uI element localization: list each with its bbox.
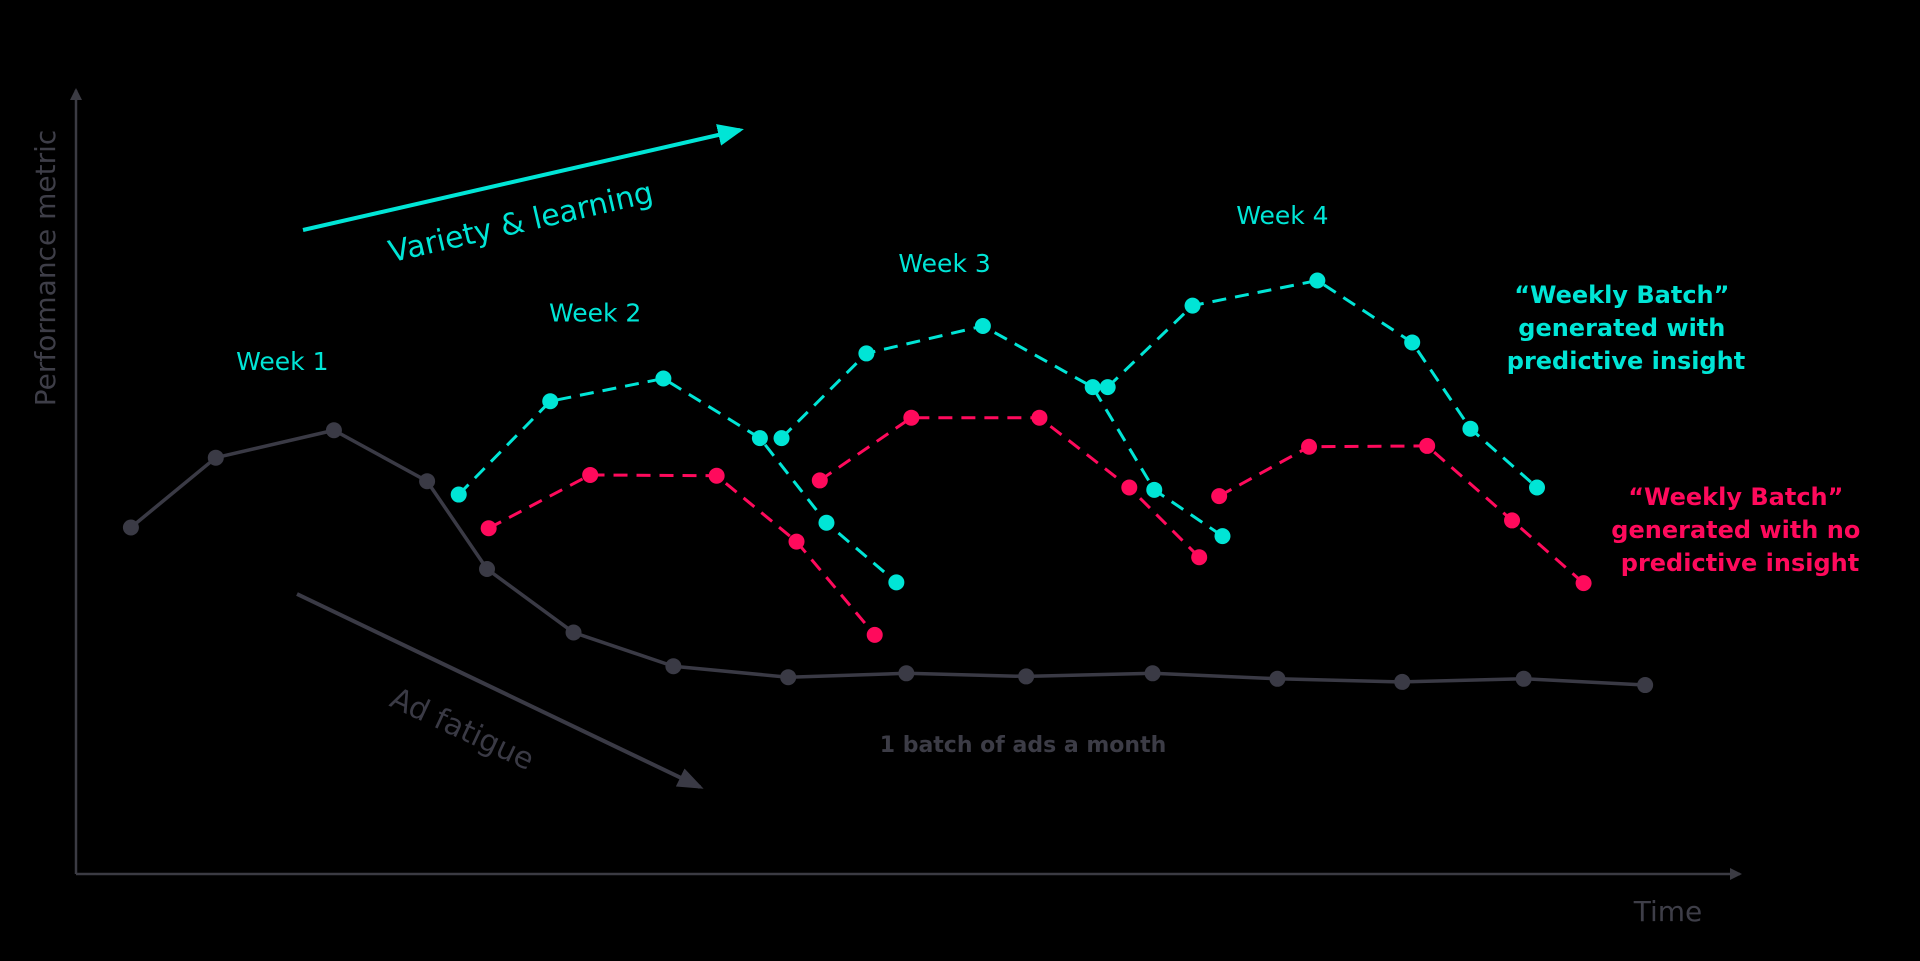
- predictive-legend-line-1: “Weekly Batch”: [1514, 281, 1729, 309]
- variety-learning-label: Variety & learning: [385, 175, 656, 270]
- predictive-point: [858, 345, 875, 362]
- predictive-point: [1084, 379, 1101, 396]
- predictive-point: [888, 574, 905, 591]
- monthly-point: [479, 561, 496, 578]
- predictive-legend-line-2: generated with: [1518, 314, 1725, 342]
- no_predictive-segment-2: [811, 409, 1208, 566]
- monthly-point: [1144, 665, 1161, 682]
- ad-fatigue-label: Ad fatigue: [385, 681, 539, 778]
- monthly-point: [122, 519, 139, 536]
- monthly-point: [419, 473, 436, 490]
- predictive-point: [1528, 479, 1545, 496]
- no_predictive-segment-3: [1211, 437, 1592, 592]
- week-label-3: Week 3: [898, 249, 990, 278]
- monthly-point: [1515, 670, 1532, 687]
- predictive-point: [1214, 528, 1231, 545]
- no-predictive-legend-line-3: predictive insight: [1621, 549, 1859, 577]
- predictive-point: [1462, 420, 1479, 437]
- predictive-segment-2: [773, 317, 1231, 545]
- no_predictive-point: [1301, 438, 1318, 455]
- no_predictive-point: [811, 472, 828, 489]
- no_predictive-point: [1191, 549, 1208, 566]
- variety-arrow: [302, 124, 744, 232]
- monthly-point: [780, 669, 797, 686]
- predictive-point: [1146, 481, 1163, 498]
- week-label-4: Week 4: [1236, 201, 1328, 230]
- predictive-point: [1099, 379, 1116, 396]
- week-label-2: Week 2: [549, 298, 641, 327]
- no_predictive-line: [818, 416, 1201, 559]
- predictive-point: [773, 430, 790, 447]
- monthly-point: [1269, 670, 1286, 687]
- predictive-legend-line-3: predictive insight: [1507, 347, 1745, 375]
- predictive-line: [457, 377, 898, 584]
- monthly-point: [898, 665, 915, 682]
- no_predictive-point: [866, 626, 883, 643]
- predictive-point: [655, 370, 672, 387]
- predictive-point: [974, 317, 991, 334]
- predictive-point: [1404, 334, 1421, 351]
- no-predictive-legend: “Weekly Batch” generated with no predict…: [1611, 483, 1868, 577]
- predictive-legend: “Weekly Batch” generated with predictive…: [1507, 281, 1745, 375]
- week-labels: Week 1 Week 2 Week 3 Week 4: [236, 201, 1328, 376]
- no_predictive-point: [582, 466, 599, 483]
- fatigue-arrow: [296, 592, 704, 789]
- no_predictive-point: [1504, 512, 1521, 529]
- y-axis-label: Performance metric: [29, 130, 62, 407]
- predictive-line: [780, 324, 1224, 538]
- no_predictive-point: [1211, 488, 1228, 505]
- week-label-1: Week 1: [236, 347, 328, 376]
- monthly-point: [325, 422, 342, 439]
- no_predictive-point: [1575, 575, 1592, 592]
- monthly-batch-label: 1 batch of ads a month: [880, 733, 1167, 758]
- monthly-point: [1637, 677, 1654, 694]
- no-predictive-legend-line-2: generated with no: [1611, 516, 1860, 544]
- monthly-point: [207, 449, 224, 466]
- no_predictive-point: [708, 467, 725, 484]
- no_predictive-segment-1: [480, 466, 883, 643]
- monthly-point: [1394, 673, 1411, 690]
- monthly-segment-1: [122, 422, 1654, 694]
- predictive-point: [1184, 297, 1201, 314]
- no_predictive-point: [903, 409, 920, 426]
- predictive-segment-3: [1099, 272, 1545, 496]
- no_predictive-point: [788, 533, 805, 550]
- monthly-point: [665, 658, 682, 675]
- monthly-line: [129, 428, 1646, 687]
- x-axis-label: Time: [1633, 895, 1703, 928]
- predictive-point: [1309, 272, 1326, 289]
- predictive-point: [542, 393, 559, 410]
- predictive-line: [1106, 279, 1538, 489]
- no_predictive-line: [1218, 444, 1585, 585]
- series-layer: [122, 272, 1654, 694]
- no_predictive-point: [1031, 409, 1048, 426]
- no_predictive-point: [1419, 437, 1436, 454]
- predictive-point: [450, 486, 467, 503]
- monthly-point: [565, 624, 582, 641]
- predictive-point: [751, 430, 768, 447]
- no-predictive-legend-line-1: “Weekly Batch”: [1628, 483, 1843, 511]
- no_predictive-point: [480, 520, 497, 537]
- monthly-point: [1018, 668, 1035, 685]
- predictive-segment-1: [450, 370, 905, 591]
- no_predictive-point: [1121, 479, 1138, 496]
- predictive-point: [818, 514, 835, 531]
